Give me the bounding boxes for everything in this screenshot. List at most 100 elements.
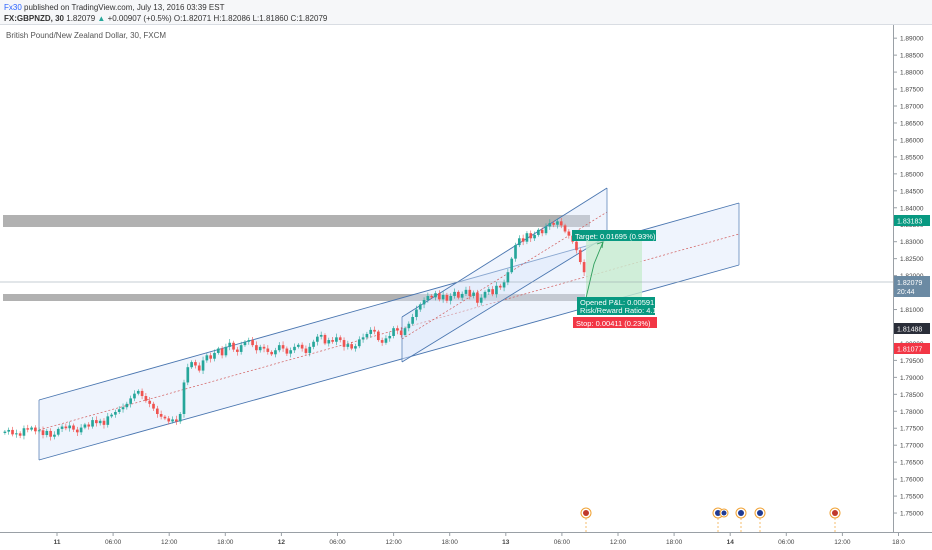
candle[interactable] [373, 329, 376, 332]
candle[interactable] [37, 430, 41, 432]
candle[interactable] [319, 334, 323, 337]
candle[interactable] [274, 350, 277, 355]
candle[interactable] [75, 429, 79, 433]
candle[interactable] [449, 295, 453, 301]
candle[interactable] [525, 233, 529, 242]
candle[interactable] [68, 425, 72, 429]
candle[interactable] [277, 345, 281, 351]
candle[interactable] [95, 420, 98, 424]
candle[interactable] [540, 229, 544, 234]
author-link[interactable]: Fx30 [4, 3, 22, 12]
candle[interactable] [247, 340, 251, 342]
candle[interactable] [293, 346, 296, 351]
candle[interactable] [537, 229, 540, 235]
candle[interactable] [331, 340, 334, 342]
candle[interactable] [582, 262, 586, 273]
candle[interactable] [495, 285, 498, 295]
candle[interactable] [506, 272, 510, 283]
candle[interactable] [152, 403, 155, 409]
candle[interactable] [544, 226, 548, 234]
candle[interactable] [533, 234, 536, 239]
candle[interactable] [201, 360, 205, 371]
candle[interactable] [98, 420, 102, 424]
candle[interactable] [464, 289, 468, 294]
candle[interactable] [87, 424, 91, 427]
candle[interactable] [567, 231, 571, 236]
candle[interactable] [396, 328, 399, 331]
candle[interactable] [312, 341, 315, 347]
candle[interactable] [255, 345, 258, 351]
candle[interactable] [350, 344, 353, 349]
candle[interactable] [357, 339, 361, 347]
candle[interactable] [552, 223, 555, 225]
candle[interactable] [338, 337, 342, 341]
candle[interactable] [216, 348, 220, 353]
candle[interactable] [205, 355, 209, 361]
candle[interactable] [289, 350, 293, 354]
candle[interactable] [64, 426, 68, 429]
candle[interactable] [106, 416, 110, 425]
resistance-zone[interactable] [3, 215, 590, 227]
candle[interactable] [129, 398, 132, 404]
candle[interactable] [437, 293, 441, 300]
candle[interactable] [11, 429, 14, 435]
candle[interactable] [441, 294, 445, 300]
candle[interactable] [182, 382, 186, 414]
candle[interactable] [399, 330, 403, 335]
steep-channel-lower[interactable] [401, 235, 608, 363]
candle[interactable] [60, 426, 64, 429]
candle[interactable] [243, 341, 247, 346]
candle[interactable] [296, 344, 300, 347]
candle[interactable] [133, 393, 136, 399]
candle[interactable] [517, 238, 521, 246]
symbol-label[interactable]: FX:GBPNZD, 30 [4, 14, 65, 23]
candle[interactable] [354, 346, 357, 349]
candle[interactable] [83, 424, 87, 428]
candle[interactable] [224, 346, 228, 356]
candle[interactable] [53, 434, 56, 437]
support-zone[interactable] [3, 294, 585, 301]
candle[interactable] [342, 340, 346, 347]
candle[interactable] [41, 430, 45, 436]
candle[interactable] [308, 346, 312, 353]
candle[interactable] [361, 337, 365, 340]
candle[interactable] [556, 221, 559, 225]
candle[interactable] [3, 431, 7, 433]
candle[interactable] [213, 352, 216, 359]
candle[interactable] [258, 346, 262, 351]
candle[interactable] [232, 342, 235, 350]
candle[interactable] [323, 334, 327, 344]
candle[interactable] [144, 396, 148, 401]
candle[interactable] [140, 390, 144, 397]
candle[interactable] [457, 291, 460, 298]
candle[interactable] [236, 349, 239, 352]
candle[interactable] [49, 430, 52, 437]
candle[interactable] [178, 413, 182, 422]
candle[interactable] [125, 403, 129, 408]
candle[interactable] [190, 362, 193, 368]
candle[interactable] [502, 282, 506, 288]
candle[interactable] [175, 419, 178, 422]
candle[interactable] [155, 408, 159, 414]
candle[interactable] [251, 340, 254, 346]
candle[interactable] [228, 342, 232, 347]
candle[interactable] [403, 328, 407, 335]
candle[interactable] [376, 331, 380, 341]
candle[interactable] [521, 238, 525, 242]
candle[interactable] [110, 414, 113, 417]
candle[interactable] [453, 291, 456, 296]
candle[interactable] [369, 329, 373, 334]
candle[interactable] [335, 337, 338, 342]
candle[interactable] [186, 367, 190, 383]
candle[interactable] [491, 289, 494, 295]
candle[interactable] [472, 292, 475, 296]
candle[interactable] [121, 407, 125, 410]
candle[interactable] [578, 250, 582, 263]
candle[interactable] [72, 425, 75, 430]
candle[interactable] [79, 427, 83, 433]
candle[interactable] [34, 427, 37, 432]
candle[interactable] [266, 348, 270, 352]
candle[interactable] [434, 293, 437, 298]
candle[interactable] [510, 258, 514, 273]
